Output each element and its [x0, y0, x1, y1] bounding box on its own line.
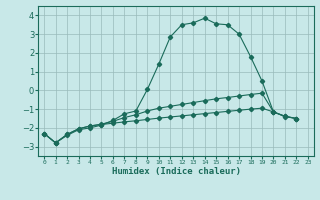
X-axis label: Humidex (Indice chaleur): Humidex (Indice chaleur)	[111, 167, 241, 176]
